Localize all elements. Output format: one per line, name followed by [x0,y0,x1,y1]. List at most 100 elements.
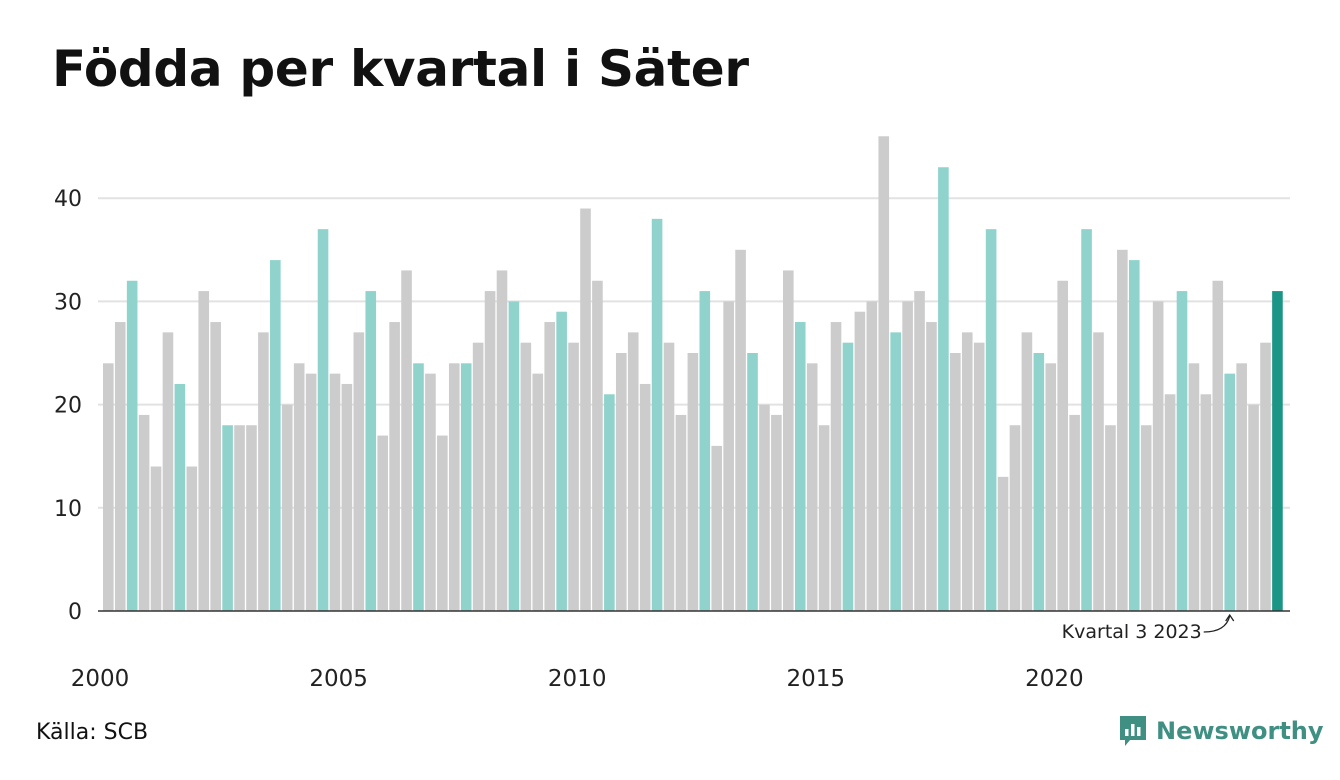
bar-2012-q4 [711,445,723,611]
bar-2019-q2 [1021,332,1033,611]
bar-2021-q4 [1140,425,1152,611]
bar-2000-q3 [126,280,138,611]
bar-2016-q1 [866,301,878,611]
bar-2024-q1 [1248,404,1259,611]
y-tick-label: 30 [54,290,82,315]
x-tick-label: 2020 [1025,666,1084,692]
bar-2005-q3 [365,291,377,611]
bar-2004-q2 [305,373,317,611]
bar-2007-q4 [472,342,484,611]
bar-2007-q2 [448,363,460,611]
bar-2021-q2 [1117,249,1128,612]
bar-2022-q1 [1152,301,1164,611]
y-tick-label: 40 [54,187,82,212]
y-tick-label: 0 [68,600,82,625]
y-tick-label: 10 [54,497,82,522]
bar-2010-q2 [592,280,603,611]
bar-2001-q3 [174,383,186,611]
bar-2013-q3 [747,353,758,611]
bar-2023-q4 [1236,363,1247,611]
bar-2018-q1 [961,332,973,611]
bar-2020-q3 [1081,229,1092,611]
bar-2020-q4 [1093,332,1104,611]
bar-2020-q2 [1069,414,1080,611]
bar-2009-q1 [532,373,544,611]
bar-2003-q3 [270,260,281,611]
bar-2015-q4 [854,311,866,611]
bar-2016-q2 [878,136,890,611]
bar-2023-q1 [1200,394,1212,611]
bar-2017-q1 [914,291,925,611]
bar-2021-q3 [1128,260,1140,611]
bar-2023-q3 [1224,373,1236,611]
bar-2001-q1 [150,466,162,611]
y-tick-label: 20 [54,394,82,419]
bar-2014-q1 [771,414,782,611]
bar-2004-q3 [317,229,329,611]
bar-2024-q3 [1272,291,1283,611]
bar-2014-q3 [794,322,806,611]
bars [103,136,1283,612]
bar-2018-q2 [973,342,985,611]
bar-2010-q4 [615,353,627,611]
bar-2002-q4 [234,425,245,611]
bar-2013-q2 [735,249,746,612]
bar-2008-q3 [508,301,520,611]
bar-2008-q1 [484,291,496,611]
bar-2019-q4 [1045,363,1057,611]
bar-2003-q1 [246,425,257,611]
bar-2002-q2 [210,322,221,611]
bar-2022-q3 [1176,291,1188,611]
bar-2010-q1 [580,208,591,611]
bar-2015-q2 [830,322,842,611]
source-label: Källa: SCB [36,720,149,745]
bar-2012-q1 [675,414,687,611]
bar-2008-q4 [520,342,532,611]
bar-2012-q3 [699,291,711,611]
x-tick-label: 2005 [309,666,368,692]
bar-2017-q3 [938,167,949,612]
x-tick-label: 2000 [71,666,130,692]
bar-2006-q2 [401,270,412,611]
bar-2017-q4 [950,353,961,611]
bar-2013-q1 [723,301,734,611]
bar-2000-q4 [138,414,150,611]
bar-2023-q2 [1212,280,1224,611]
brand-name: Newsworthy [1156,717,1324,745]
y-axis-ticks: 0 10 20 30 40 [54,187,82,625]
bar-2008-q2 [496,270,508,611]
bar-2001-q2 [162,332,174,611]
bar-2011-q2 [639,383,651,611]
bar-2007-q1 [437,435,448,611]
bar-2002-q3 [222,425,233,611]
annotation-arrowhead [1225,613,1235,622]
annotation-arrow [1203,615,1231,633]
bar-2011-q3 [651,218,663,611]
bar-2001-q4 [186,466,198,611]
bar-2009-q4 [568,342,579,611]
bar-2014-q2 [783,270,794,611]
bar-2018-q3 [985,229,997,611]
brand-logo: Newsworthy [1118,714,1324,748]
x-tick-label: 2010 [548,666,607,692]
bar-2014-q4 [806,363,818,611]
bar-2019-q3 [1033,353,1045,611]
bar-2005-q1 [341,383,353,611]
bar-2000-q2 [114,322,126,611]
x-axis-ticks: 2000 2005 2010 2015 2020 [71,666,1084,692]
bar-2020-q1 [1057,280,1068,611]
bar-2022-q4 [1188,363,1200,611]
bar-2022-q2 [1164,394,1176,611]
bar-2010-q3 [604,394,615,611]
x-tick-label: 2015 [787,666,846,692]
bar-2003-q4 [281,404,293,611]
bar-2003-q2 [258,332,269,611]
annotation-label: Kvartal 3 2023 [1062,621,1202,643]
bar-2016-q3 [890,332,901,611]
bar-2006-q3 [413,363,424,611]
bar-2011-q4 [663,342,675,611]
bar-2017-q2 [926,322,937,611]
bar-2009-q2 [544,322,556,611]
newsworthy-logo-icon [1120,716,1146,746]
bar-2000-q1 [103,363,114,611]
